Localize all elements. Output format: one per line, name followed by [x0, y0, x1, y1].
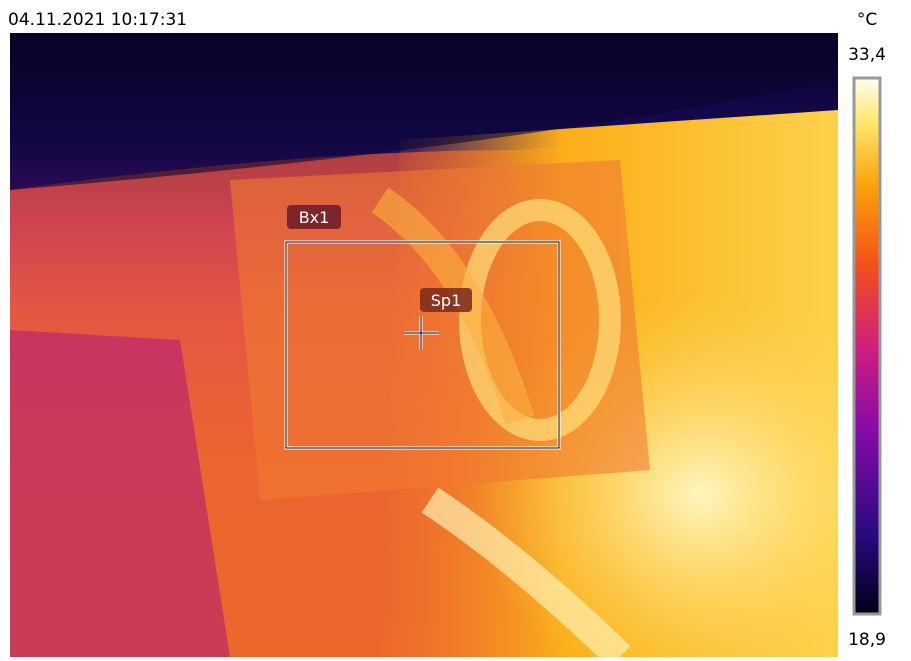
spot-crosshair[interactable]: [404, 316, 439, 350]
unit: °C: [857, 10, 877, 30]
box-label: Bx1: [299, 208, 330, 227]
scale-min: 18,9: [848, 630, 886, 650]
scale-max: 33,4: [848, 45, 886, 65]
timestamp: 04.11.2021 10:17:31: [8, 10, 187, 30]
spot-tag: [420, 288, 472, 312]
box-tag: [287, 205, 341, 229]
spot-label: Sp1: [431, 291, 462, 310]
thermal-image: [10, 33, 838, 657]
color-scale: [852, 76, 882, 616]
